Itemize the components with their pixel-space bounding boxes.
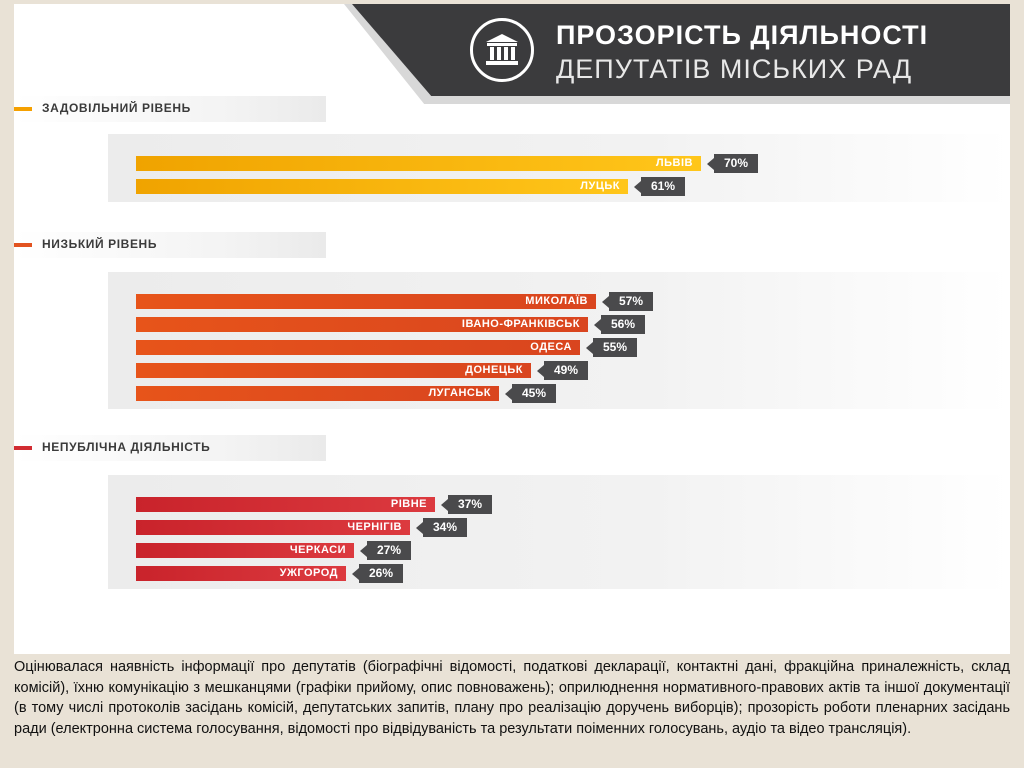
page-subtitle: ДЕПУТАТІВ МІСЬКИХ РАД bbox=[556, 54, 913, 84]
bar-value-label: 70% bbox=[707, 154, 758, 173]
bar-value-label: 56% bbox=[594, 315, 645, 334]
bar-value-label: 49% bbox=[537, 361, 588, 380]
section-label: ЗАДОВІЛЬНИЙ РІВЕНЬ bbox=[42, 101, 191, 115]
bar-category-label: ЧЕРКАСИ bbox=[289, 544, 346, 556]
bar-value-label: 34% bbox=[416, 518, 467, 537]
section-marker bbox=[14, 107, 32, 111]
bar: ЛУЦЬК bbox=[136, 179, 628, 194]
bar: ЧЕРКАСИ bbox=[136, 543, 354, 558]
bar: ЛЬВІВ bbox=[136, 156, 701, 171]
bar-value-label: 27% bbox=[360, 541, 411, 560]
caption-text: Оцінювалася наявність інформації про деп… bbox=[14, 659, 1010, 737]
bar: ІВАНО-ФРАНКІВСЬК bbox=[136, 317, 588, 332]
section-label: НЕПУБЛІЧНА ДІЯЛЬНІСТЬ bbox=[42, 440, 211, 454]
section-header-0: ЗАДОВІЛЬНИЙ РІВЕНЬ bbox=[14, 96, 326, 122]
bar-category-label: ДОНЕЦЬК bbox=[465, 364, 523, 376]
bar-value-label: 26% bbox=[352, 564, 403, 583]
building-columns-icon bbox=[470, 18, 534, 82]
bar-category-label: ЛУЦЬК bbox=[580, 180, 620, 192]
title-banner bbox=[352, 4, 1010, 96]
bar-value-label: 57% bbox=[602, 292, 653, 311]
bar-value-label: 61% bbox=[634, 177, 685, 196]
infographic-slide: ПРОЗОРІСТЬ ДІЯЛЬНОСТІ ДЕПУТАТІВ МІСЬКИХ … bbox=[14, 4, 1010, 654]
bar-value-label: 55% bbox=[586, 338, 637, 357]
bar: ЧЕРНІГІВ bbox=[136, 520, 410, 535]
page-title: ПРОЗОРІСТЬ ДІЯЛЬНОСТІ bbox=[556, 20, 929, 50]
bar-category-label: ЛЬВІВ bbox=[655, 157, 693, 169]
bar: УЖГОРОД bbox=[136, 566, 346, 581]
bar-category-label: ІВАНО-ФРАНКІВСЬК bbox=[461, 318, 580, 330]
bar-category-label: ОДЕСА bbox=[530, 341, 572, 353]
bar-category-label: ЧЕРНІГІВ bbox=[347, 521, 402, 533]
bar-category-label: РІВНЕ bbox=[390, 498, 427, 510]
bar-value-label: 45% bbox=[505, 384, 556, 403]
bar: РІВНЕ bbox=[136, 497, 435, 512]
bar-category-label: ЛУГАНСЬК bbox=[428, 387, 491, 399]
bar: ДОНЕЦЬК bbox=[136, 363, 531, 378]
bar: ОДЕСА bbox=[136, 340, 580, 355]
bar: ЛУГАНСЬК bbox=[136, 386, 499, 401]
section-marker bbox=[14, 243, 32, 247]
bar-category-label: УЖГОРОД bbox=[279, 567, 338, 579]
section-header-1: НИЗЬКИЙ РІВЕНЬ bbox=[14, 232, 326, 258]
section-marker bbox=[14, 446, 32, 450]
bar-value-label: 37% bbox=[441, 495, 492, 514]
bar-category-label: МИКОЛАЇВ bbox=[525, 295, 588, 307]
section-label: НИЗЬКИЙ РІВЕНЬ bbox=[42, 237, 158, 251]
section-header-2: НЕПУБЛІЧНА ДІЯЛЬНІСТЬ bbox=[14, 435, 326, 461]
bar: МИКОЛАЇВ bbox=[136, 294, 596, 309]
